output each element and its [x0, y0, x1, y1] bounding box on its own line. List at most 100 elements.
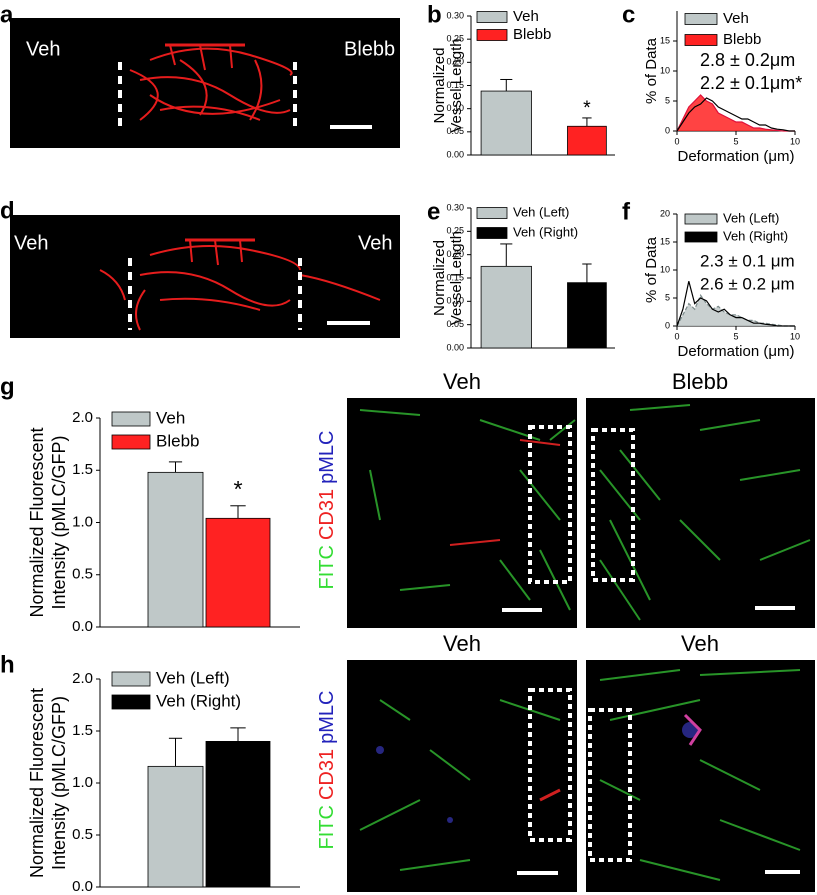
micrograph-title: Veh: [443, 369, 481, 394]
legend-swatch: [111, 671, 151, 687]
y-tick-label: 0.00: [446, 342, 464, 352]
y-tick-label: 0.05: [446, 319, 464, 329]
image-label: Blebb: [344, 38, 395, 60]
y-tick-label: 0.30: [446, 10, 464, 20]
x-axis-label: Deformation (μm): [678, 343, 795, 360]
legend-label: Veh: [156, 408, 185, 427]
micrograph-row: Veh Veh FITC CD31 pMLC: [316, 631, 815, 892]
bar: [567, 125, 607, 156]
image-label: Veh: [358, 232, 392, 254]
y-tick-label: 0: [665, 125, 670, 135]
annotation: 2.6 ± 0.2 μm: [700, 274, 795, 293]
stain: pMLC: [316, 691, 338, 744]
y-tick-label: 0.10: [446, 296, 464, 306]
y-tick-label: 5: [665, 292, 670, 302]
x-tick-label: 10: [790, 331, 800, 341]
y-tick-label: 0.5: [72, 826, 93, 843]
legend-swatch: [476, 227, 508, 239]
vessel-image: Veh Veh: [10, 215, 400, 338]
legend-swatch: [111, 411, 151, 427]
y-tick-label: 0.20: [446, 249, 464, 259]
legend-label: Veh (Right): [513, 224, 578, 239]
stain: FITC: [316, 545, 338, 589]
vessel-image: Veh Blebb: [10, 18, 400, 148]
y-tick-label: 1.5: [72, 461, 93, 478]
y-axis-label: Vessel Length: [448, 38, 465, 132]
legend-label: Veh (Left): [156, 668, 230, 687]
panel-letter: f: [622, 198, 631, 225]
x-tick-label: 0: [674, 331, 679, 341]
y-axis-label: Normalized: [431, 48, 448, 124]
y-tick-label: 10: [660, 65, 670, 75]
y-tick-label: 0.10: [446, 103, 464, 113]
significance-mark: *: [233, 476, 242, 502]
y-tick-label: 15: [660, 35, 670, 45]
y-axis-label: Normalized Fluorescent: [27, 688, 47, 878]
stain: CD31: [316, 489, 338, 540]
panel-letter: c: [622, 1, 635, 28]
bar: [567, 282, 607, 349]
bar: [480, 265, 532, 349]
stain: CD31: [316, 749, 338, 800]
y-tick-label: 0.0: [72, 618, 93, 635]
y-tick-label: 0.5: [72, 566, 93, 583]
legend-label: Veh (Right): [156, 691, 241, 710]
micrograph-title: Veh: [681, 631, 719, 656]
y-tick-label: 0.05: [446, 126, 464, 136]
y-tick-label: 2.0: [72, 409, 93, 426]
legend-label: Blebb: [156, 431, 199, 450]
x-tick-label: 0: [674, 136, 679, 146]
y-tick-label: 5: [665, 95, 670, 105]
legend-swatch: [476, 11, 508, 23]
micrograph-title: Veh: [443, 631, 481, 656]
stain-label: FITC CD31 pMLC: [316, 691, 338, 850]
panel-letter: e: [427, 198, 440, 225]
stain: pMLC: [316, 431, 338, 484]
legend-label: Veh: [723, 10, 749, 27]
bar: [205, 517, 271, 628]
legend-label: Veh (Left): [513, 204, 569, 219]
x-tick-label: 10: [790, 136, 800, 146]
y-axis-label: % of Data: [643, 37, 660, 104]
micrograph-title: Blebb: [672, 369, 728, 394]
micrograph-row: Veh Blebb FITC CD31 pMLC: [316, 369, 815, 628]
annotation: 2.8 ± 0.2μm: [700, 50, 795, 70]
stain: FITC: [316, 805, 338, 849]
x-axis-label: Deformation (μm): [678, 148, 795, 165]
legend-swatch: [476, 207, 508, 219]
y-axis-label: Intensity (pMLC/GFP): [49, 696, 69, 870]
bar: [147, 765, 204, 888]
legend-swatch: [111, 434, 151, 450]
y-tick-label: 0: [665, 320, 670, 330]
panel-letter: b: [427, 1, 442, 28]
y-tick-label: 10: [660, 264, 670, 274]
y-tick-label: 15: [660, 236, 670, 246]
area: [676, 293, 795, 327]
y-axis-label: % of Data: [643, 236, 660, 303]
y-axis-label: Normalized Fluorescent: [27, 427, 47, 617]
y-axis-label: Intensity (pMLC/GFP): [49, 435, 69, 609]
y-tick-label: 1.5: [72, 722, 93, 739]
significance-mark: *: [583, 97, 591, 119]
line: [676, 281, 795, 327]
y-tick-label: 0.00: [446, 149, 464, 159]
legend-swatch: [684, 34, 718, 46]
image-label: Veh: [26, 38, 60, 60]
bar: [147, 471, 204, 628]
line: [676, 97, 795, 132]
legend-swatch: [111, 694, 151, 710]
area: [676, 94, 795, 132]
x-tick-label: 5: [733, 331, 738, 341]
bar: [480, 90, 532, 156]
y-tick-label: 2.0: [72, 670, 93, 687]
stain-label: FITC CD31 pMLC: [316, 431, 338, 590]
panel-letter: g: [0, 373, 15, 400]
legend-label: Veh (Left): [723, 210, 779, 225]
legend-label: Veh (Right): [723, 228, 788, 243]
bar: [205, 741, 271, 888]
annotation: 2.2 ± 0.1μm*: [700, 73, 802, 93]
y-axis-label: Normalized: [431, 240, 448, 316]
panel-letter: h: [0, 651, 15, 678]
y-tick-label: 1.0: [72, 774, 93, 791]
